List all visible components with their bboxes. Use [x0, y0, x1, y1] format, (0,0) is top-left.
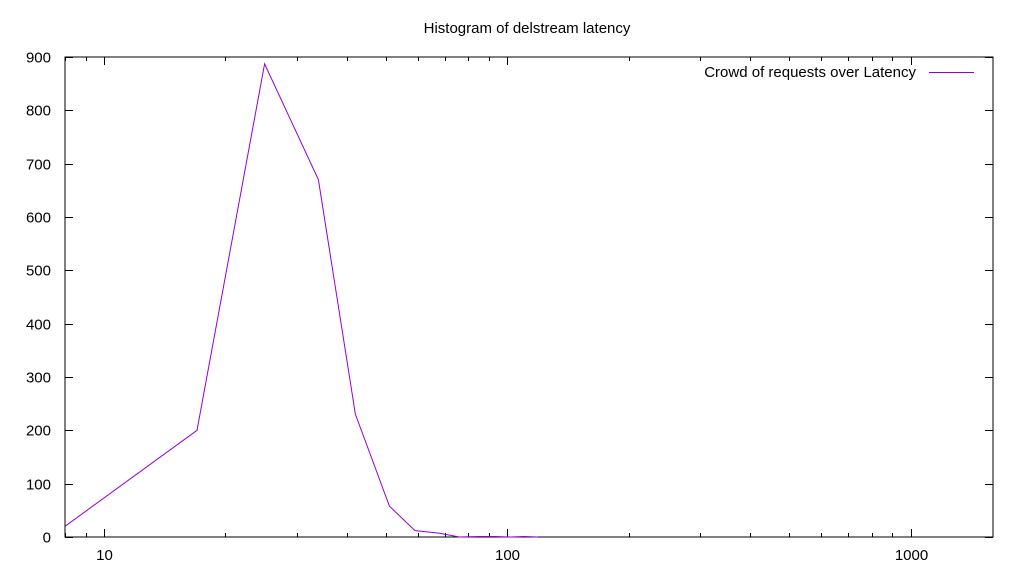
- y-tick-label: 100: [26, 477, 51, 494]
- y-tick-label: 400: [26, 317, 51, 334]
- x-tick-label: 10: [96, 547, 113, 564]
- legend-label: Crowd of requests over Latency: [704, 64, 916, 81]
- chart-title: Histogram of delstream latency: [424, 20, 631, 37]
- y-tick-label: 0: [43, 530, 51, 547]
- x-tick-label: 100: [495, 547, 520, 564]
- axes-layer: 0 100 200 300 400 500 600 700 800 900 10 100 1000: [26, 50, 994, 564]
- y-tick-label: 200: [26, 423, 51, 440]
- y-tick-label: 500: [26, 263, 51, 280]
- y-tick-label: 300: [26, 370, 51, 387]
- y-tick-label: 900: [26, 50, 51, 67]
- y-tick-label: 800: [26, 103, 51, 120]
- y-tick-label: 700: [26, 157, 51, 174]
- x-tick-label: 1000: [895, 547, 928, 564]
- series-line: [64, 62, 538, 538]
- y-tick-label: 600: [26, 210, 51, 227]
- plot-border: [64, 56, 994, 538]
- legend: Crowd of requests over Latency: [704, 64, 974, 81]
- data-layer: [64, 62, 538, 538]
